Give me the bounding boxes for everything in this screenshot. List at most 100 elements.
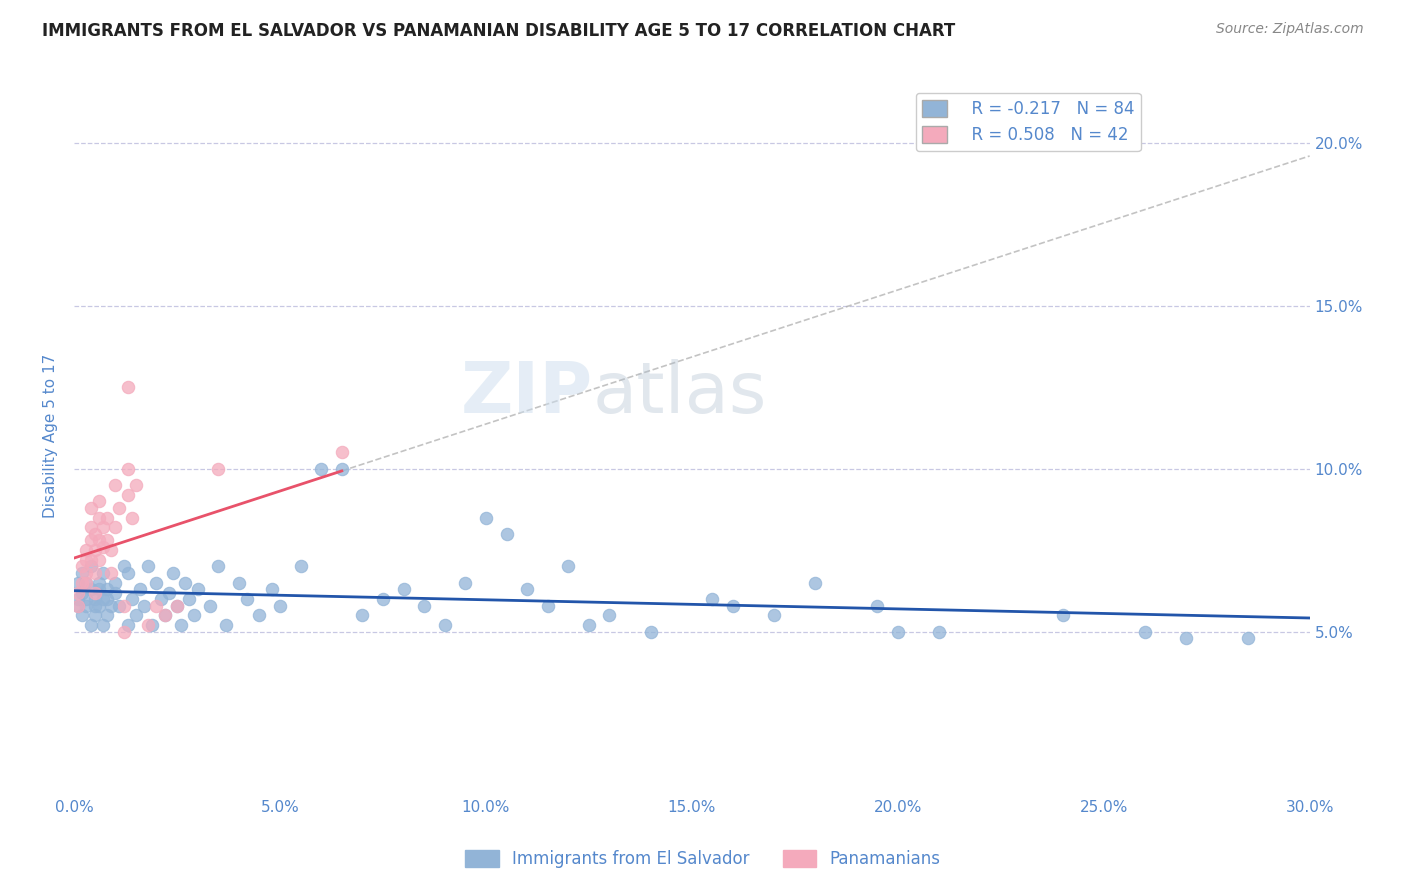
Point [207,461,229,475]
Point [557,559,579,574]
Point [91,540,114,554]
Point [79,533,101,548]
Point [804,575,827,590]
Point [330,461,353,475]
Point [104,575,127,590]
Point [72,566,94,580]
Point [721,599,744,613]
Point [129,582,152,597]
Point [72,559,94,574]
Point [1052,608,1074,623]
Point [79,553,101,567]
Point [309,461,332,475]
Point [112,599,135,613]
Y-axis label: Disability Age 5 to 17: Disability Age 5 to 17 [44,354,58,518]
Point [83,585,105,599]
Point [1133,624,1156,639]
Point [87,599,110,613]
Point [640,624,662,639]
Point [96,608,118,623]
Point [117,566,139,580]
Point [104,585,127,599]
Point [83,599,105,613]
Point [75,592,97,607]
Point [117,461,139,475]
Text: atlas: atlas [593,359,768,427]
Point [112,624,135,639]
Point [83,592,105,607]
Point [454,575,477,590]
Point [153,608,176,623]
Point [145,599,167,613]
Point [578,618,600,632]
Point [162,566,184,580]
Point [433,618,456,632]
Point [183,608,205,623]
Legend:   R = -0.217   N = 84,   R = 0.508   N = 42: R = -0.217 N = 84, R = 0.508 N = 42 [915,93,1140,151]
Point [91,592,114,607]
Point [67,599,90,613]
Point [121,510,143,524]
Point [249,608,271,623]
Point [72,608,94,623]
Point [702,592,724,607]
Point [83,543,105,558]
Point [96,582,118,597]
Point [598,608,620,623]
Point [79,500,101,515]
Point [290,559,312,574]
Point [87,553,110,567]
Point [136,618,159,632]
Point [87,510,110,524]
Point [136,559,159,574]
Point [112,559,135,574]
Point [83,566,105,580]
Legend: Immigrants from El Salvador, Panamanians: Immigrants from El Salvador, Panamanians [458,843,948,875]
Point [763,608,786,623]
Point [100,566,122,580]
Point [104,520,127,534]
Point [79,618,101,632]
Point [269,599,291,613]
Point [79,520,101,534]
Point [1237,631,1260,645]
Point [100,543,122,558]
Point [166,599,188,613]
Point [928,624,950,639]
Point [67,575,90,590]
Point [96,592,118,607]
Text: IMMIGRANTS FROM EL SALVADOR VS PANAMANIAN DISABILITY AGE 5 TO 17 CORRELATION CHA: IMMIGRANTS FROM EL SALVADOR VS PANAMANIA… [42,22,956,40]
Point [75,553,97,567]
Point [198,599,221,613]
Point [67,592,90,607]
Point [174,575,197,590]
Point [108,599,131,613]
Point [117,380,139,394]
Point [125,608,148,623]
Point [96,510,118,524]
Point [413,599,436,613]
Point [495,527,517,541]
Point [866,599,889,613]
Point [75,599,97,613]
Point [79,582,101,597]
Point [67,599,90,613]
Point [352,608,374,623]
Point [87,575,110,590]
Point [236,592,259,607]
Point [537,599,560,613]
Point [91,618,114,632]
Point [145,575,167,590]
Point [83,527,105,541]
Point [87,582,110,597]
Text: Source: ZipAtlas.com: Source: ZipAtlas.com [1216,22,1364,37]
Point [887,624,910,639]
Point [132,599,155,613]
Point [87,533,110,548]
Point [100,599,122,613]
Point [371,592,394,607]
Point [67,585,90,599]
Point [75,575,97,590]
Point [330,445,353,459]
Point [108,500,131,515]
